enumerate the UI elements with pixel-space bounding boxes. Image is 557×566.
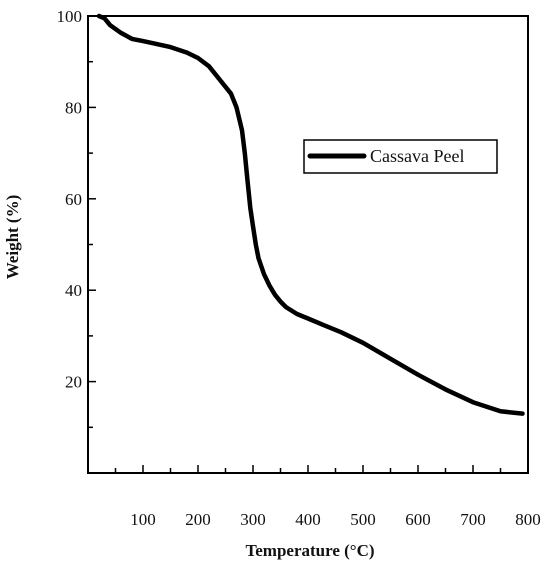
y-axis-title: Weight (%) [3, 195, 22, 280]
x-axis-title: Temperature (°C) [245, 541, 374, 560]
x-tick-label-800: 800 [515, 510, 541, 529]
y-tick-label-60: 60 [65, 190, 82, 209]
x-tick-label-300: 300 [240, 510, 266, 529]
x-tick-label-400: 400 [295, 510, 321, 529]
x-tick-label-700: 700 [460, 510, 486, 529]
x-tick-label-100: 100 [130, 510, 156, 529]
series-line-cassava-peel [96, 13, 525, 416]
axis-ticks [88, 15, 529, 473]
legend-label-cassava-peel: Cassava Peel [370, 146, 464, 166]
tick-labels: 100 200 300 400 500 600 700 800 20 40 60 80 100 [57, 7, 541, 529]
x-tick-label-600: 600 [405, 510, 431, 529]
series-layer [96, 13, 525, 416]
y-tick-label-20: 20 [65, 373, 82, 392]
plot-frame [87, 15, 529, 474]
y-tick-label-40: 40 [65, 281, 82, 300]
y-tick-label-80: 80 [65, 98, 82, 117]
x-tick-label-200: 200 [185, 510, 211, 529]
y-tick-label-100: 100 [57, 7, 83, 26]
legend: Cassava Peel [303, 139, 498, 174]
x-tick-label-500: 500 [350, 510, 376, 529]
